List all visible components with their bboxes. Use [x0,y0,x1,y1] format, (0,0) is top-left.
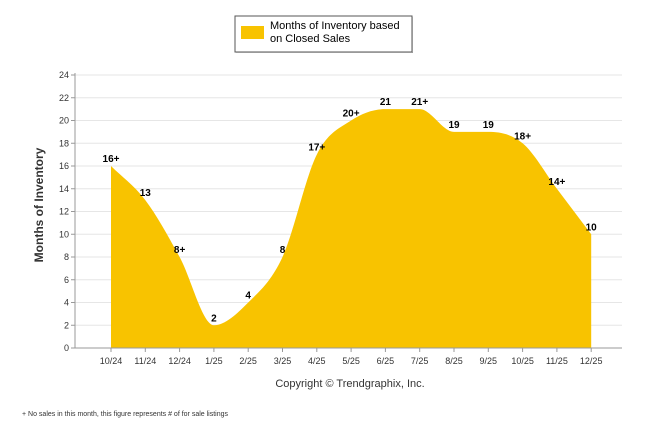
data-label: 13 [140,188,152,199]
y-axis-label: Months of Inventory [32,147,46,262]
x-tick-label: 1/25 [205,356,223,366]
y-tick-label: 22 [59,93,69,103]
footnote: + No sales in this month, this figure re… [22,411,229,418]
y-tick-label: 2 [64,320,69,330]
legend-swatch [241,26,264,39]
x-tick-label: 8/25 [445,356,463,366]
area-series [111,109,592,348]
data-label: 20+ [343,109,360,120]
data-label: 8+ [174,245,186,256]
data-label: 8 [280,245,286,256]
y-tick-label: 18 [59,138,69,148]
y-tick-label: 6 [64,275,69,285]
data-label: 4 [245,291,251,302]
legend: Months of Inventory based on Closed Sale… [234,15,413,53]
data-label: 19 [448,120,460,131]
data-label: 14+ [548,177,565,188]
x-tick-label: 10/25 [511,356,534,366]
y-tick-label: 4 [64,298,69,308]
y-tick-label: 20 [59,116,69,126]
y-tick-label: 0 [64,343,69,353]
x-tick-label: 5/25 [342,356,360,366]
y-tick-label: 16 [59,161,69,171]
y-tick-label: 10 [59,229,69,239]
y-tick-label: 24 [59,70,69,80]
data-label: 21+ [411,97,428,108]
x-tick-label: 3/25 [274,356,292,366]
copyright: Copyright © Trendgraphix, Inc. [275,378,424,390]
data-label: 10 [586,222,598,233]
x-tick-label: 4/25 [308,356,326,366]
x-tick-label: 12/24 [168,356,191,366]
data-label: 16+ [103,154,120,165]
data-label: 18+ [514,131,531,142]
y-tick-label: 12 [59,207,69,217]
data-label: 19 [483,120,495,131]
x-tick-label: 11/25 [546,356,568,366]
data-label: 17+ [308,143,325,154]
data-labels: 16+ 13 8+ 2 4 8 17+ 20+ 21 21+ 19 19 18+ 14+ 10 [103,97,598,324]
x-axis-ticks: 10/24 11/24 12/24 1/25 2/25 3/25 4/25 5/25 6/25 7… [100,348,603,366]
x-tick-label: 2/25 [239,356,257,366]
legend-label-line2: on Closed Sales [270,33,351,45]
x-tick-label: 6/25 [377,356,395,366]
y-tick-label: 14 [59,184,69,194]
axes [74,73,622,349]
x-tick-label: 9/25 [480,356,498,366]
x-tick-label: 11/24 [134,356,156,366]
y-tick-label: 8 [64,252,69,262]
area-fill [111,109,592,348]
data-label: 21 [380,97,392,108]
x-tick-label: 10/24 [100,356,123,366]
data-label: 2 [211,313,217,324]
x-tick-label: 12/25 [580,356,603,366]
x-tick-label: 7/25 [411,356,429,366]
legend-label-line1: Months of Inventory based [270,20,400,32]
